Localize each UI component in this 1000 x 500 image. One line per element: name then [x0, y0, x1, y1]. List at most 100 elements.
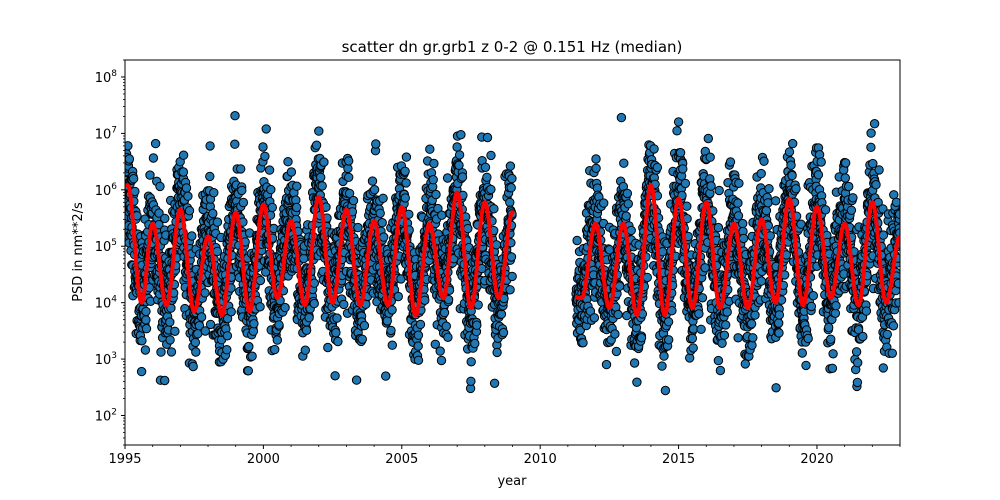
scatter-point [591, 154, 601, 164]
scatter-point [660, 385, 671, 396]
chart-title: scatter dn gr.grb1 z 0-2 @ 0.151 Hz (med… [342, 38, 683, 56]
scatter-point [848, 193, 858, 203]
scatter-point [797, 348, 807, 358]
scatter-point [209, 188, 219, 198]
scatter-point [166, 347, 177, 357]
scatter-point [759, 156, 769, 166]
scatter-point [629, 358, 640, 368]
scatter-point [183, 191, 193, 201]
scatter-point [738, 233, 749, 244]
scatter-point [734, 178, 744, 189]
scatter-point [413, 355, 424, 365]
scatter-point [154, 208, 164, 218]
scatter-point [589, 313, 600, 323]
scatter-point [887, 348, 897, 358]
scatter-point [188, 361, 198, 372]
scatter-point [160, 375, 170, 386]
scatter-point [333, 336, 343, 347]
scatter-point [387, 340, 397, 350]
scatter-point [623, 199, 633, 209]
scatter-point [486, 150, 496, 161]
scatter-point [616, 112, 627, 123]
scatter-point [806, 301, 817, 312]
scatter-point [801, 360, 811, 371]
scatter-point [482, 132, 493, 143]
scatter-point [756, 276, 767, 286]
scatter-point [439, 307, 450, 318]
scatter-point [344, 172, 354, 183]
scatter-point [292, 181, 302, 191]
scatter-point [764, 184, 774, 194]
scatter-point [401, 178, 411, 188]
scatter-point [844, 181, 854, 192]
scatter-point [851, 347, 862, 357]
scatter-point [506, 252, 517, 262]
scatter-point [498, 327, 509, 338]
scatter-point [184, 206, 195, 216]
scatter-point [457, 172, 468, 182]
scatter-point [243, 366, 254, 376]
x-tick-label: 2010 [524, 452, 557, 467]
scatter-point [222, 331, 233, 341]
scatter-point [841, 158, 851, 168]
scatter-point [626, 225, 636, 236]
scatter-point [190, 337, 201, 348]
scatter-point [415, 319, 426, 330]
scatter-point [339, 299, 349, 310]
scatter-point [413, 330, 424, 340]
scatter-point [505, 285, 515, 295]
scatter-point [507, 173, 517, 184]
scatter-point [145, 170, 155, 180]
scatter-point [808, 291, 818, 301]
scatter-point [348, 195, 359, 206]
scatter-point [774, 318, 784, 328]
scatter-point [319, 157, 329, 167]
scatter-point [260, 151, 270, 162]
scatter-point [292, 202, 302, 213]
scatter-point [828, 349, 838, 359]
scatter-point [705, 152, 715, 162]
x-tick-label: 1995 [108, 452, 141, 467]
scatter-point [489, 378, 500, 388]
scatter-point [473, 300, 483, 310]
scatter-point [401, 152, 412, 162]
scatter-point [150, 138, 161, 149]
scatter-point [430, 339, 440, 349]
scatter-point [791, 184, 801, 194]
scatter-point [194, 321, 205, 331]
scatter-point [719, 330, 730, 340]
scatter-point [266, 184, 276, 195]
scatter-point [642, 272, 652, 283]
scatter-point [351, 375, 362, 385]
scatter-point [160, 213, 170, 224]
scatter-point [866, 128, 876, 138]
scatter-point [663, 317, 674, 327]
scatter-point [813, 170, 824, 180]
scatter-point [685, 353, 695, 363]
scatter-point [610, 329, 620, 339]
scatter-point [437, 210, 447, 220]
scatter-point [703, 133, 713, 144]
scatter-point [382, 316, 392, 326]
scatter-point [611, 346, 622, 357]
scatter-point [733, 211, 744, 221]
scatter-point [212, 217, 223, 227]
scatter-point [733, 198, 743, 208]
scatter-point [371, 139, 381, 149]
scatter-point-extreme [261, 124, 271, 134]
scatter-point [491, 240, 502, 250]
scatter-point [386, 325, 396, 336]
scatter-point [868, 158, 878, 169]
scatter-point [304, 313, 314, 323]
scatter-point [866, 142, 876, 153]
scatter-point [244, 341, 254, 352]
scatter-point [200, 326, 211, 336]
scatter-point [125, 141, 133, 151]
scatter-point [891, 197, 900, 207]
scatter-point [425, 144, 435, 154]
scatter-point [454, 150, 465, 160]
scatter-point [311, 140, 322, 150]
scatter-point [507, 271, 517, 282]
scatter-point [178, 150, 189, 160]
scatter-point [200, 288, 210, 298]
